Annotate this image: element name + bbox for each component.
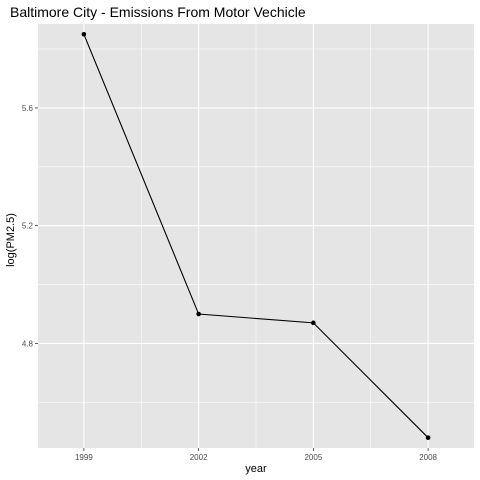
series-layer — [81, 32, 431, 440]
data-point — [311, 320, 316, 326]
minor-gridlines — [38, 24, 474, 448]
x-tick-label: 1999 — [75, 453, 93, 462]
axis-ticks: 1999 2002 2005 2008 4.8 5.2 5.6 — [22, 104, 438, 462]
data-point — [81, 32, 87, 37]
series-line — [83, 34, 429, 439]
x-tick-label: 2005 — [304, 453, 322, 462]
major-gridlines — [38, 24, 474, 448]
data-point — [425, 435, 431, 440]
y-axis-title: log(PM2.5) — [5, 213, 17, 267]
x-axis-title: year — [245, 463, 267, 475]
x-tick-label: 2002 — [190, 453, 208, 462]
x-tick-label: 2008 — [419, 453, 437, 462]
chart-title: Baltimore City - Emissions From Motor Ve… — [10, 4, 306, 20]
data-point — [196, 311, 201, 317]
y-tick-label: 5.2 — [22, 222, 34, 231]
y-tick-label: 4.8 — [22, 339, 34, 348]
y-tick-label: 5.6 — [22, 104, 34, 113]
